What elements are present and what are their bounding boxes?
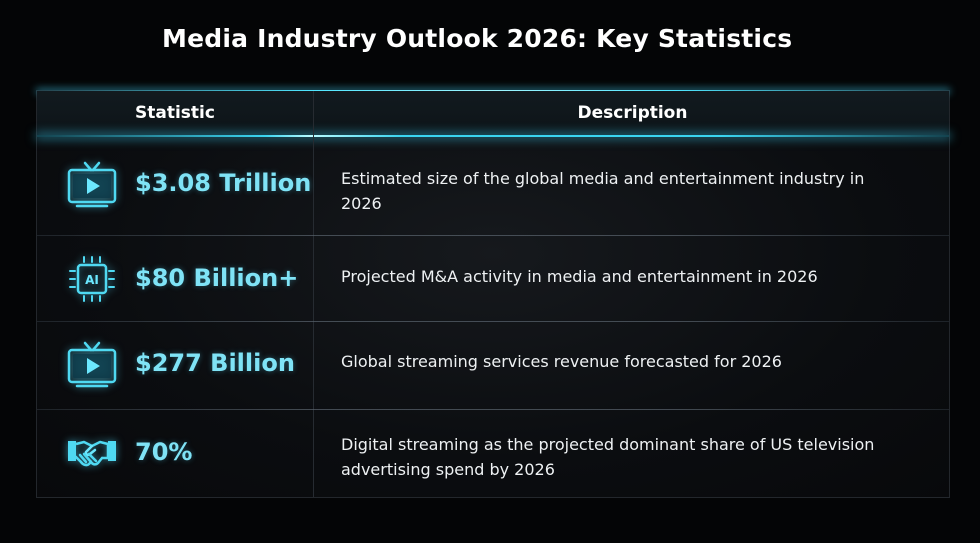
- row-divider: [37, 235, 949, 236]
- stat-description: Estimated size of the global media and e…: [341, 169, 865, 213]
- stat-description: Digital streaming as the projected domin…: [341, 435, 875, 479]
- row-divider: [37, 409, 949, 410]
- column-divider: [313, 91, 314, 497]
- table-header: Statistic Description: [37, 91, 949, 135]
- tv-play-icon: [65, 339, 119, 393]
- stat-value: $3.08 Trillion: [135, 169, 312, 197]
- table-row: $3.08 Trillion Estimated size of the glo…: [37, 137, 949, 235]
- stat-description: Projected M&A activity in media and ente…: [341, 267, 818, 286]
- stat-value: $80 Billion+: [135, 264, 299, 292]
- svg-text:AI: AI: [85, 273, 99, 287]
- table-row: 70% Digital streaming as the projected d…: [37, 410, 949, 498]
- header-divider-glow: [37, 135, 949, 137]
- stat-description: Global streaming services revenue foreca…: [341, 352, 782, 371]
- page-title: Media Industry Outlook 2026: Key Statist…: [162, 24, 793, 53]
- tv-play-icon: [65, 159, 119, 213]
- stat-value: 70%: [135, 438, 193, 466]
- handshake-icon: [65, 425, 119, 479]
- stat-value: $277 Billion: [135, 349, 295, 377]
- ai-chip-icon: AI: [65, 252, 119, 306]
- header-description: Description: [577, 103, 688, 123]
- statistics-table: Statistic Description $3.08 Trillion Est…: [36, 90, 950, 498]
- row-divider: [37, 321, 949, 322]
- header-statistic: Statistic: [135, 103, 215, 123]
- table-row: AI $80 Billion+ Projected M&A activity i…: [37, 236, 949, 321]
- table-row: $277 Billion Global streaming services r…: [37, 322, 949, 409]
